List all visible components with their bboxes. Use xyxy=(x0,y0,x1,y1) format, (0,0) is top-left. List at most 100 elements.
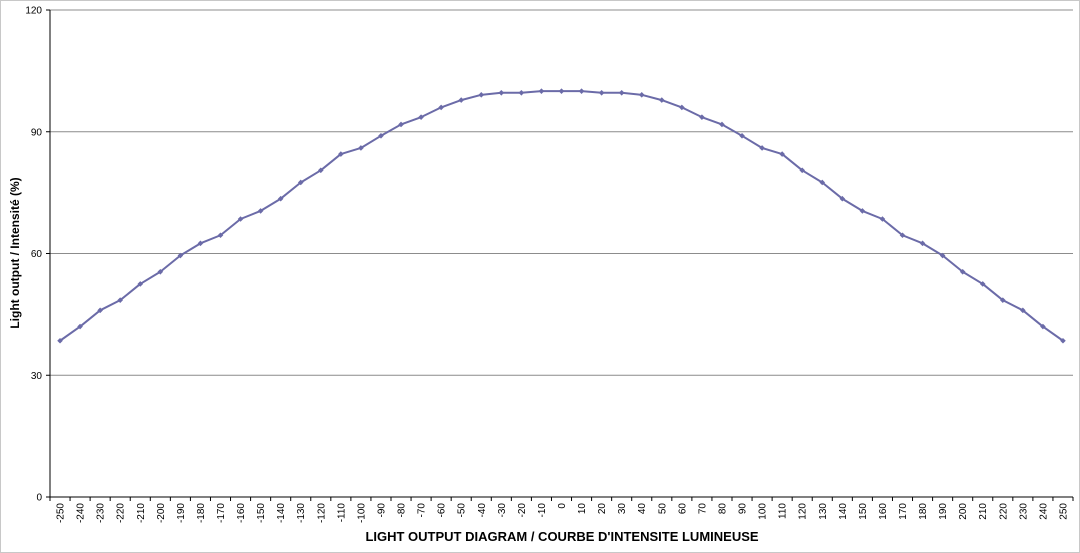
data-point xyxy=(378,133,384,139)
y-tick-label-0: 0 xyxy=(36,493,42,504)
x-tick-label: -10 xyxy=(537,503,548,518)
x-tick-label: -50 xyxy=(457,503,468,518)
x-tick-label: 250 xyxy=(1058,503,1069,520)
data-point xyxy=(999,297,1006,303)
data-point xyxy=(679,104,685,111)
data-point xyxy=(478,92,485,98)
data-point xyxy=(899,232,906,239)
x-tick-label: -240 xyxy=(76,503,87,523)
data-point xyxy=(739,133,745,139)
x-tick-label: 160 xyxy=(878,503,889,520)
data-point xyxy=(77,323,83,330)
y-tick-label-120: 120 xyxy=(25,6,42,17)
data-point xyxy=(458,97,465,103)
x-tick-label: 30 xyxy=(617,503,628,515)
data-point xyxy=(959,268,966,275)
data-point xyxy=(97,307,103,314)
x-tick-label: -120 xyxy=(316,503,327,523)
x-tick-label: -40 xyxy=(477,503,488,518)
data-point xyxy=(719,121,725,128)
gridlines xyxy=(46,9,1074,501)
x-tick-label: 240 xyxy=(1038,503,1049,520)
data-point xyxy=(117,297,124,303)
data-point xyxy=(699,114,705,120)
x-tick-label: -230 xyxy=(96,503,107,523)
data-point xyxy=(1020,307,1026,314)
x-tick-label: 180 xyxy=(918,503,929,520)
x-tick-label: 130 xyxy=(818,503,829,520)
x-tick-label: 210 xyxy=(978,503,989,520)
data-point xyxy=(879,216,886,222)
x-axis-title: LIGHT OUTPUT DIAGRAM / COURBE D'INTENSIT… xyxy=(365,529,758,544)
data-point xyxy=(779,151,785,157)
y-axis-title: Light output / Intensité (%) xyxy=(8,177,22,328)
series-line-0 xyxy=(59,90,1064,342)
data-point xyxy=(558,88,565,94)
x-tick-label: -190 xyxy=(176,503,187,523)
x-tick-label: 120 xyxy=(798,503,809,520)
x-tick-label: -200 xyxy=(156,503,167,523)
data-point xyxy=(157,268,164,275)
x-tick-label: 40 xyxy=(637,503,648,515)
data-point xyxy=(217,232,224,239)
data-point xyxy=(839,195,846,202)
data-point xyxy=(799,167,806,174)
x-tick-label: -250 xyxy=(56,503,67,523)
data-point xyxy=(177,252,184,259)
data-point xyxy=(438,104,444,111)
data-point xyxy=(578,88,585,94)
x-tick-label: -80 xyxy=(397,503,408,518)
data-point xyxy=(197,240,204,247)
x-tick-label: 150 xyxy=(858,503,869,520)
x-tick-label: 200 xyxy=(958,503,969,520)
x-tick-label: 220 xyxy=(998,503,1009,520)
x-tick-label: -60 xyxy=(437,503,448,518)
x-tick-label: -110 xyxy=(336,503,347,523)
x-tick-label: -170 xyxy=(216,503,227,523)
x-tick-label: 20 xyxy=(597,503,608,515)
x-tick-label: 70 xyxy=(697,503,708,515)
x-tick-label: -130 xyxy=(296,503,307,523)
data-point xyxy=(859,208,866,214)
x-tick-label: -70 xyxy=(417,503,428,518)
x-tick-label: 50 xyxy=(657,503,668,515)
x-tick-label: 80 xyxy=(717,503,728,515)
data-point xyxy=(919,240,926,247)
data-point xyxy=(638,92,645,98)
x-tick-label: -220 xyxy=(116,503,127,523)
data-point xyxy=(979,281,986,287)
x-tick-label: -140 xyxy=(276,503,287,523)
data-point xyxy=(538,88,545,94)
x-tick-label: -150 xyxy=(256,503,267,523)
x-tick-label: 110 xyxy=(778,503,789,519)
x-tick-labels: -250 -240 -230 -220 -210 -200 -190 -180 -170 -160… xyxy=(56,503,1070,523)
x-tick-label: -20 xyxy=(517,503,528,518)
data-point xyxy=(137,281,144,287)
x-tick-label: -100 xyxy=(356,503,367,523)
x-tick-label: -210 xyxy=(136,503,147,523)
data-point xyxy=(598,89,605,96)
data-point xyxy=(498,89,505,96)
y-tick-label-90: 90 xyxy=(31,127,43,138)
x-tick-label: 170 xyxy=(898,503,909,520)
data-point xyxy=(237,216,244,222)
data-point xyxy=(257,208,264,214)
y-tick-label-60: 60 xyxy=(31,249,43,260)
data-point xyxy=(418,114,424,120)
data-point xyxy=(277,195,284,202)
x-tick-label: 230 xyxy=(1018,503,1029,520)
data-point xyxy=(1040,323,1046,330)
x-tick-label: 60 xyxy=(677,503,688,515)
data-point xyxy=(658,97,665,103)
data-point xyxy=(1060,337,1066,344)
x-tick-label: -30 xyxy=(497,503,508,518)
x-tick-label: 90 xyxy=(738,503,749,515)
data-point xyxy=(358,145,364,151)
data-point xyxy=(317,167,324,174)
data-point xyxy=(297,179,304,186)
data-point xyxy=(939,252,946,259)
x-tick-label: -90 xyxy=(376,503,387,518)
x-tick-label: 140 xyxy=(838,503,849,520)
y-tick-label-30: 30 xyxy=(31,371,43,382)
